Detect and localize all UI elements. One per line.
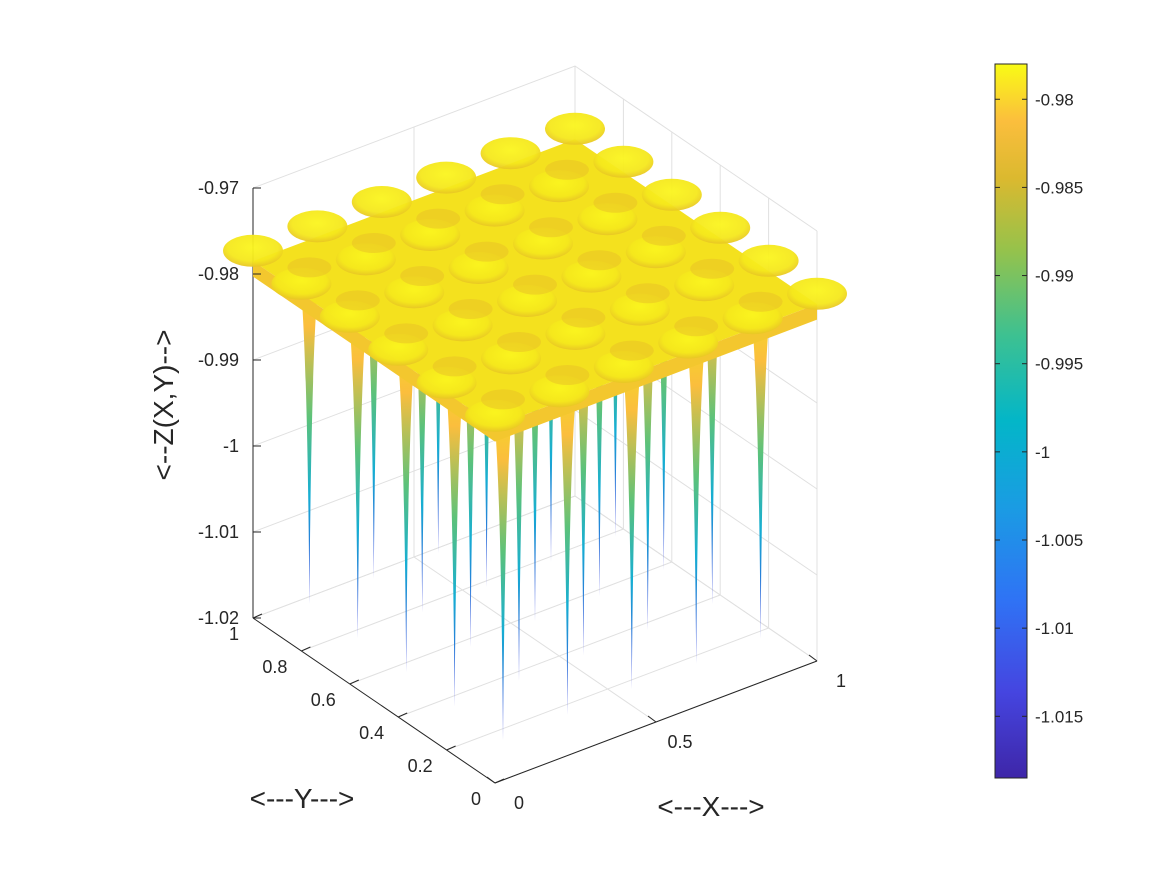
surface-dip [561,307,606,328]
x-tick [486,776,496,784]
surface-front-edge [495,304,817,442]
surface-spike [749,299,772,639]
surface-dip [497,332,541,352]
z-tick-label: -0.99 [198,350,239,370]
colorbar-tick-label: -1.005 [1035,531,1083,550]
surface-spike [362,241,385,579]
x-tick-label: 1 [836,671,846,691]
surface-dip [738,291,783,312]
surface-dip [400,266,445,286]
y-tick-label: 0 [471,789,481,809]
colorbar-tick-label: -0.98 [1035,90,1074,109]
y-tick [349,679,360,685]
y-tick [446,745,456,751]
y-tick [301,646,311,652]
surface-bump [545,112,605,145]
surface-spike [652,233,675,571]
surface-dip [529,217,573,238]
surface-spike [411,274,434,613]
y-tick-label: 0.6 [311,690,336,710]
surface-dip [593,192,638,213]
y-tick [252,613,263,619]
surface-bump [641,178,702,211]
y-axis-label: <---Y---> [250,783,355,814]
surface-bump [480,137,541,170]
surface-spike [508,340,530,681]
surface-spike [701,266,724,605]
surface-dip [513,274,557,295]
surface-spike [395,331,418,673]
y-tick [397,712,408,718]
surface-bump [738,244,799,277]
z-tick-label: -0.98 [198,264,239,284]
surface-spike [298,265,321,605]
surface-spike [346,298,369,639]
surface-bump [351,186,412,218]
surface-dip [351,233,396,253]
surface-dip [448,299,493,319]
surface-dip [416,208,461,229]
z-tick-label: -1.02 [198,608,239,628]
y-tick-label: 0.2 [408,756,433,776]
surface-bump [287,210,348,243]
colorbar-tick-label: -0.995 [1035,355,1083,374]
surface-spike [588,258,611,597]
z-tick-label: -1.01 [198,522,239,542]
x-tick [808,654,818,662]
surface-bump [593,145,654,178]
surface-spike [636,291,659,631]
colorbar-gradient [994,63,1028,779]
colorbar-tick-label: -1 [1035,443,1050,462]
surface-spike [556,373,579,715]
surface-dip [287,257,332,278]
surface-dip [577,250,622,271]
surface-bump [787,277,847,310]
surface-layer [223,112,847,741]
colorbar-ticks: -0.98 -0.985 -0.99 -0.995 -1 -1.005 -1.01 -1.01… [995,90,1083,726]
y-gridline [446,198,770,751]
x-tick-label: 0 [514,793,524,813]
surface-dip [674,316,719,337]
colorbar-tick-label: -1.015 [1035,707,1083,726]
surface-dip [609,340,654,361]
surface-dip [690,258,735,279]
surface-dip [335,290,380,311]
y-tick-label: 1 [229,624,239,644]
surface-spike [443,364,466,707]
surface-bump [223,234,283,267]
z-tick-label: -1 [223,436,239,456]
surface-dip [481,389,525,410]
surface-bump [416,161,477,194]
surface-spike [572,315,595,656]
surface-spike [459,307,482,647]
surface-dip [545,365,590,385]
y-tick [494,778,505,784]
surface-dip [545,159,589,180]
x-axis-label: <---X---> [657,791,764,822]
colorbar-tick-label: -1.01 [1035,619,1074,638]
tick-labels: -0.97 -0.98 -0.99 -1 -1.01 -1.02 0 0.5 1 0 0.2 0.4 0… [198,178,846,813]
y-tick-label: 0.4 [359,723,384,743]
y-axis-line [252,617,496,784]
colorbar-tick-label: -0.99 [1035,267,1074,286]
surface-spike [685,324,708,665]
surface-dip [641,225,686,246]
surface-spike [620,348,643,690]
surface-dip [625,283,670,304]
surface-spike [524,282,546,622]
surface-bump [690,211,751,244]
x-tick-label: 0.5 [667,732,692,752]
x-tick [647,715,657,723]
y-tick-label: 0.8 [262,657,287,677]
colorbar: -0.98 -0.985 -0.99 -0.995 -1 -1.005 -1.01 -1.01… [994,63,1083,779]
surface-spike [492,397,514,741]
surface-dip [384,323,429,344]
z-tick-label: -0.97 [198,178,239,198]
surface-dip [464,241,509,262]
colorbar-tick-label: -0.985 [1035,178,1083,197]
z-axis-label: <--Z(X,Y)--> [148,330,179,481]
surface-dip [432,356,477,377]
surface-dip [480,184,525,205]
